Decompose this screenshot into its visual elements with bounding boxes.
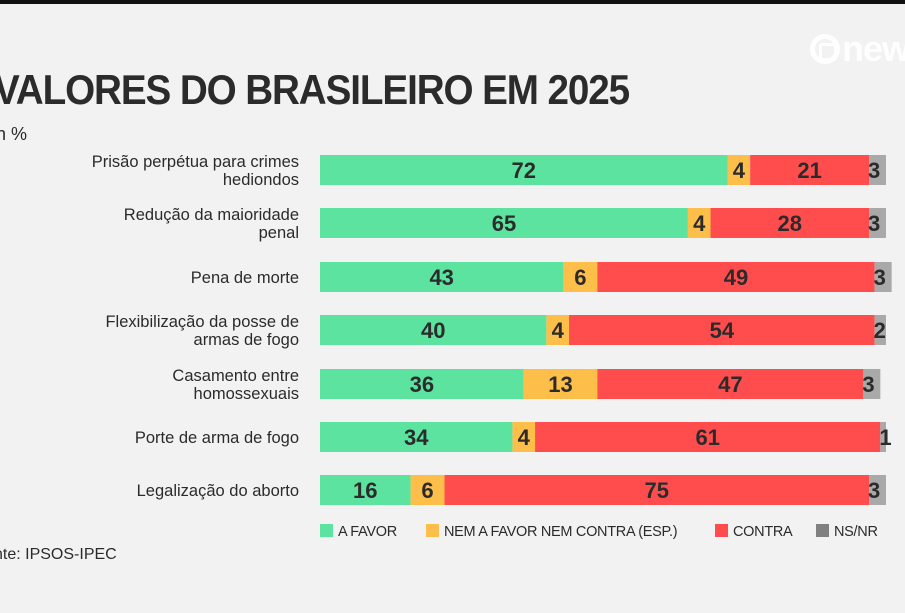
bar-segment-nem: [410, 475, 445, 505]
bar-segment-contra: [535, 422, 881, 452]
bar-segment-nsnr: [880, 422, 886, 452]
bar-segment-nem: [546, 315, 570, 345]
category-label-line: penal: [259, 224, 299, 242]
bar-segment-a-favor: [320, 475, 411, 505]
value-label: 4: [552, 318, 565, 343]
value-label: 21: [797, 158, 821, 183]
globo-ring-icon: [809, 34, 840, 64]
chart-subtitle: n %: [0, 124, 28, 144]
bar-segment-contra: [597, 262, 875, 292]
top-border: [0, 0, 905, 4]
value-label: 4: [733, 158, 746, 183]
value-label: 49: [724, 265, 748, 290]
value-label: 36: [410, 372, 434, 397]
bar-segment-nem: [687, 208, 711, 238]
value-label: 54: [710, 318, 735, 343]
category-label-line: homossexuais: [194, 385, 299, 403]
legend-label: A FAVOR: [338, 524, 397, 540]
bar-segment-contra: [750, 155, 870, 185]
source-note: nte: IPSOS-IPEC: [0, 546, 117, 563]
category-label-line: armas de fogo: [194, 331, 299, 349]
bar-segment-a-favor: [320, 369, 524, 399]
bar-segment-nem: [512, 422, 536, 452]
legend-swatch-a-favor: [320, 524, 333, 537]
value-label: 75: [645, 478, 669, 503]
category-label-line: hediondos: [223, 171, 299, 189]
bar-segment-contra: [597, 369, 864, 399]
value-label: 3: [868, 211, 880, 236]
value-label: 3: [874, 265, 886, 290]
value-label: 72: [512, 158, 536, 183]
value-label: 65: [492, 211, 516, 236]
category-label: Casamento entre homossexuais: [172, 367, 299, 403]
bar-segment-contra: [569, 315, 875, 345]
value-label: 40: [421, 318, 445, 343]
value-label: 3: [868, 158, 880, 183]
bar-segment-nsnr: [874, 262, 892, 292]
value-label: 47: [718, 372, 742, 397]
bar-segment-nsnr: [869, 155, 886, 185]
value-label: 43: [429, 265, 453, 290]
legend-swatch-nsnr: [816, 524, 829, 537]
legend-label: NS/NR: [834, 524, 878, 540]
category-label: Flexibilização da posse de armas de fogo: [105, 313, 299, 349]
category-label: Redução da maioridade penal: [124, 206, 299, 242]
value-label: 13: [548, 372, 572, 397]
category-label: Pena de morte: [191, 269, 299, 287]
bar-segment-a-favor: [320, 422, 513, 452]
category-label: Prisão perpétua para crimes hediondos: [92, 153, 299, 189]
category-label-line: Redução da maioridade: [124, 206, 299, 224]
value-label: 16: [353, 478, 377, 503]
logo-text: new: [841, 28, 905, 69]
bar-segment-nsnr: [869, 475, 886, 505]
bar-segment-nsnr: [869, 208, 886, 238]
channel-logo: new: [809, 28, 905, 70]
bar-segment-nem: [727, 155, 751, 185]
chart-title: VALORES DO BRASILEIRO EM 2025: [0, 66, 630, 113]
value-label: 6: [421, 478, 433, 503]
value-label: 3: [862, 372, 874, 397]
bar-segment-a-favor: [320, 208, 688, 238]
value-label: 1: [879, 425, 891, 450]
bar-segment-nem: [563, 262, 598, 292]
legend-label: NEM A FAVOR NEM CONTRA (ESP.): [444, 524, 677, 540]
value-label: 28: [778, 211, 802, 236]
bar-segment-a-favor: [320, 155, 728, 185]
value-label: 4: [693, 211, 706, 236]
value-label: 61: [695, 425, 719, 450]
bar-segment-contra: [444, 475, 870, 505]
bar-segment-contra: [710, 208, 870, 238]
legend-swatch-contra: [715, 524, 728, 537]
bar-segment-nem: [523, 369, 598, 399]
bar-segment-nsnr: [874, 315, 886, 345]
legend-label: CONTRA: [733, 524, 793, 540]
category-label: Legalização do aborto: [137, 482, 299, 500]
bar-segment-a-favor: [320, 315, 547, 345]
category-label: Porte de arma de fogo: [135, 429, 299, 447]
value-label: 2: [874, 318, 886, 343]
category-label-line: Casamento entre: [172, 367, 299, 385]
bar-segment-a-favor: [320, 262, 564, 292]
category-label-line: Flexibilização da posse de: [105, 313, 299, 331]
value-label: 4: [518, 425, 531, 450]
legend-swatch-nem: [426, 524, 439, 537]
value-label: 6: [574, 265, 586, 290]
value-label: 3: [868, 478, 880, 503]
category-label-line: Prisão perpétua para crimes: [92, 153, 299, 171]
value-label: 34: [404, 425, 429, 450]
bar-segment-nsnr: [863, 369, 881, 399]
